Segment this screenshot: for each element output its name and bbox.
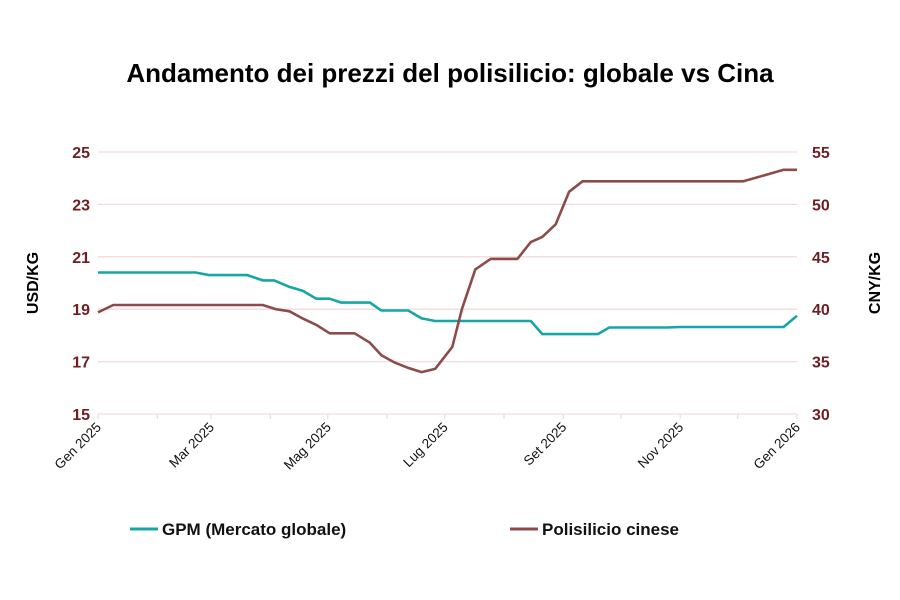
- y-axis-right: 30 35 40 45 50 55: [812, 145, 830, 424]
- y-tick-label-right: 55: [812, 145, 830, 162]
- y-tick-label-left: 17: [72, 355, 90, 372]
- y-tick-label-left: 19: [72, 302, 90, 319]
- series-line-chinese-polysilicon: [97, 168, 797, 374]
- x-tick-label: Gen 2025: [52, 420, 105, 473]
- y-tick-label-left: 25: [72, 145, 90, 162]
- y-axis-left: 15 17 19 21 23 25: [72, 145, 90, 424]
- x-tick-label: Set 2025: [521, 420, 570, 469]
- y-tick-label-left: 15: [72, 407, 90, 424]
- legend-label-chinese: Polisilicio cinese: [542, 520, 679, 539]
- x-axis: Gen 2025 Mar 2025 Mag 2025 Lug 2025 Set 2025…: [52, 414, 804, 473]
- y-tick-label-right: 35: [812, 355, 830, 372]
- gridlines: [98, 151, 797, 415]
- y-tick-label-right: 50: [812, 197, 830, 214]
- legend-label-gpm: GPM (Mercato globale): [162, 520, 346, 539]
- x-tick-label: Gen 2026: [751, 420, 804, 473]
- series-lines: [97, 168, 798, 374]
- x-tick-label: Lug 2025: [400, 420, 450, 470]
- series-line-gpm: [98, 271, 798, 336]
- chart-title: Andamento dei prezzi del polisilicio: gl…: [126, 58, 774, 88]
- x-tick-label: Nov 2025: [635, 420, 686, 471]
- x-tick-label: Mag 2025: [281, 420, 334, 473]
- y-tick-label-left: 23: [72, 197, 90, 214]
- y-tick-label-left: 21: [72, 250, 90, 267]
- x-tick-label: Mar 2025: [166, 420, 217, 471]
- y-tick-label-right: 30: [812, 407, 830, 424]
- y-tick-label-right: 40: [812, 302, 830, 319]
- y-axis-left-label: USD/KG: [25, 252, 42, 314]
- legend: GPM (Mercato globale) Polisilicio cinese: [130, 520, 679, 539]
- y-tick-label-right: 45: [812, 250, 830, 267]
- y-axis-right-label: CNY/KG: [867, 252, 884, 314]
